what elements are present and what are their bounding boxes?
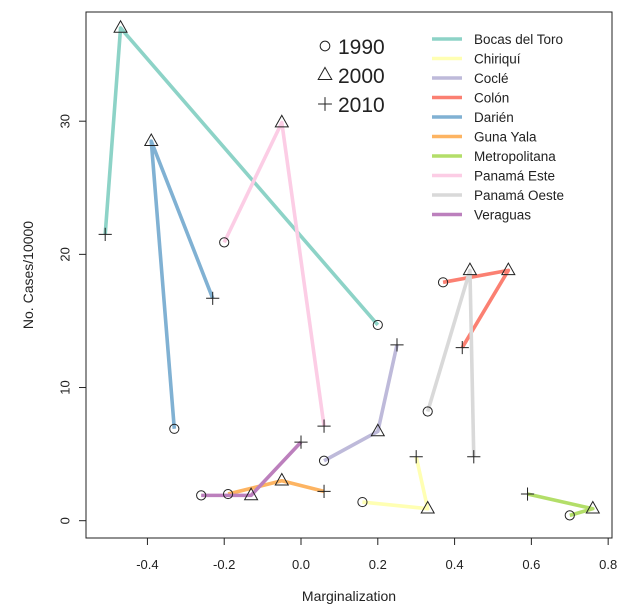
point-1990-9 xyxy=(196,490,207,501)
legend-label-4: Darién xyxy=(474,110,514,125)
legend-label-0: Bocas del Toro xyxy=(474,32,563,47)
series-line-1 xyxy=(362,456,430,511)
x-tick-label: 0.0 xyxy=(292,557,310,572)
series-line-4 xyxy=(149,139,215,429)
point-2000-1 xyxy=(420,500,436,514)
series-line-5 xyxy=(227,478,325,496)
point-2010-4 xyxy=(206,291,220,305)
point-2010-8 xyxy=(467,450,481,464)
x-tick-label: -0.4 xyxy=(136,557,158,572)
point-1990-1 xyxy=(357,496,368,508)
legend-label-5: Guna Yala xyxy=(474,130,537,145)
point-1990-5 xyxy=(222,488,234,500)
x-tick-label: 0.8 xyxy=(599,557,617,572)
plot-area xyxy=(98,19,601,521)
legend-year-label: 2000 xyxy=(338,65,385,88)
legend-year-label: 1990 xyxy=(338,36,385,59)
x-tick-label: 0.6 xyxy=(522,557,540,572)
legend-label-2: Coclé xyxy=(474,71,509,86)
point-2010-5 xyxy=(317,484,331,498)
plot-frame xyxy=(85,11,613,539)
point-2010-3 xyxy=(455,340,469,355)
point-1990-8 xyxy=(422,406,433,417)
series-line-9 xyxy=(201,440,303,498)
point-2010-1 xyxy=(409,450,423,464)
x-tick-label: 0.2 xyxy=(369,557,387,572)
point-2010-6 xyxy=(520,487,535,501)
point-2000-2 xyxy=(370,423,386,437)
legend-label-1: Chiriquí xyxy=(474,52,521,67)
point-2000-3 xyxy=(501,262,516,276)
legend-label-6: Metropolitana xyxy=(474,149,556,164)
series-line-3 xyxy=(442,268,511,349)
year-symbol-legend: 1990 2000 2010 xyxy=(317,36,385,117)
y-tick-label: 20 xyxy=(57,247,72,261)
series-line-8 xyxy=(425,268,476,457)
point-2000-5 xyxy=(274,472,290,486)
legend-symbol-2010 xyxy=(318,97,332,111)
axes: -0.4 -0.2 0.0 0.2 0.4 0.6 0.8 0 10 20 30 xyxy=(57,11,617,572)
point-2000-7 xyxy=(274,114,290,128)
series-line-6 xyxy=(527,492,595,518)
y-tick-label: 10 xyxy=(57,380,72,394)
point-2010-9 xyxy=(294,435,308,449)
x-tick-label: 0.4 xyxy=(446,557,464,572)
point-2010-2 xyxy=(390,338,404,352)
x-tick-label: -0.2 xyxy=(213,557,235,572)
series-line-7 xyxy=(222,120,326,427)
point-2000-4 xyxy=(143,132,159,146)
point-2000-8 xyxy=(462,262,478,276)
point-1990-7 xyxy=(219,237,230,248)
point-1990-6 xyxy=(564,510,575,521)
point-1990-2 xyxy=(318,455,330,466)
legend-label-3: Colón xyxy=(474,91,509,106)
y-tick-label: 0 xyxy=(57,517,72,524)
point-2000-6 xyxy=(585,500,601,514)
x-axis-title: Marginalization xyxy=(302,588,396,604)
legend-year-label: 2010 xyxy=(338,94,385,117)
series-line-2 xyxy=(323,344,399,463)
point-2000-9 xyxy=(243,487,259,501)
point-2010-0 xyxy=(98,227,112,241)
y-axis-title: No. Cases/10000 xyxy=(20,221,36,329)
legend-label-7: Panamá Este xyxy=(474,169,555,184)
legend-symbol-2000 xyxy=(317,66,333,81)
point-1990-3 xyxy=(437,277,449,288)
point-2000-0 xyxy=(113,19,128,33)
legend-symbol-1990 xyxy=(319,40,331,52)
point-1990-0 xyxy=(372,319,383,331)
legend-label-8: Panamá Oeste xyxy=(474,188,564,203)
series-line-0 xyxy=(103,26,380,327)
point-1990-4 xyxy=(169,423,180,434)
legend-label-9: Veraguas xyxy=(474,208,531,223)
point-2010-7 xyxy=(317,419,331,433)
y-tick-label: 30 xyxy=(57,114,72,128)
region-legend: Bocas del Toro Chiriquí Coclé Colón Darién Gu… xyxy=(432,32,564,223)
